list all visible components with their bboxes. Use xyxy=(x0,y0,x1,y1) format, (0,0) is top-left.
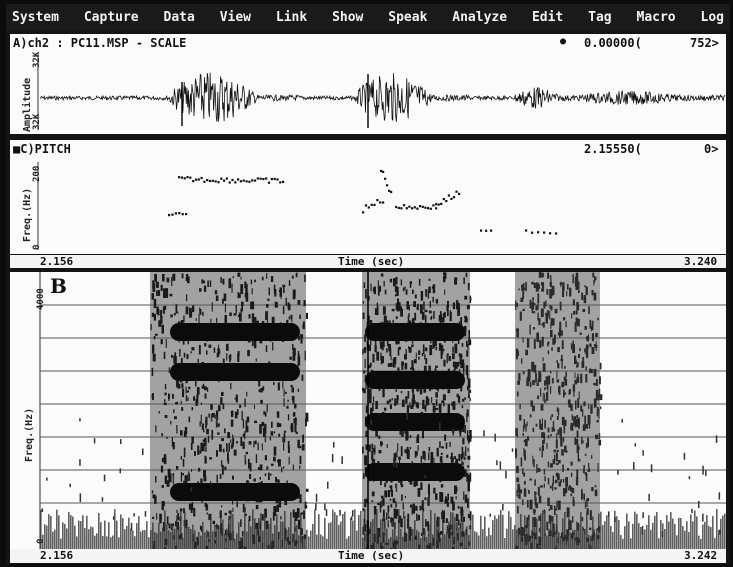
time-axis-upper-end: 3.240 xyxy=(684,255,718,268)
waveform-trace xyxy=(39,72,726,122)
waveform-plot[interactable] xyxy=(10,34,726,134)
time-axis-lower-label: Time (sec) xyxy=(338,549,405,562)
waveform-sample-readout: 752> xyxy=(690,36,719,50)
time-axis-upper-start: 2.156 xyxy=(40,255,74,268)
spectrogram-y-label: Freq.(Hz) xyxy=(24,407,35,462)
spectrogram-panel[interactable]: B Freq.(Hz) 4000 0 xyxy=(10,272,726,549)
waveform-cursor-readout: 0.00000( xyxy=(584,36,642,50)
time-axis-lower-end: 3.242 xyxy=(684,549,718,562)
time-axis-lower-start: 2.156 xyxy=(40,549,74,562)
pitch-value-readout: 0> xyxy=(704,142,719,156)
menu-data[interactable]: Data xyxy=(163,9,195,25)
time-axis-upper: 2.156 Time (sec) 3.240 xyxy=(10,255,726,268)
menu-macro[interactable]: Macro xyxy=(636,9,676,25)
pitch-cursor-readout: 2.15550( xyxy=(584,142,642,156)
spectrogram-y-top-tick: 4000 xyxy=(36,288,46,310)
menu-log[interactable]: Log xyxy=(700,9,724,25)
pitch-y-top-tick: 200 xyxy=(32,165,42,182)
menu-link[interactable]: Link xyxy=(275,9,308,25)
waveform-y-top-tick: 32K xyxy=(32,51,42,68)
spectrogram-plot[interactable] xyxy=(10,272,726,549)
menu-system[interactable]: System xyxy=(12,9,59,25)
time-axis-upper-label: Time (sec) xyxy=(338,255,405,268)
pitch-y-bottom-tick: 0 xyxy=(32,244,42,250)
waveform-title: A)ch2 : PC11.MSP - SCALE xyxy=(13,36,187,50)
pitch-panel[interactable]: ■C)PITCH 2.15550( 0> Freq.(Hz) 200 0 xyxy=(10,140,726,254)
menu-tag[interactable]: Tag xyxy=(588,9,612,25)
pitch-plot[interactable] xyxy=(10,140,726,254)
menu-bar: System Capture Data View Link Show Speak… xyxy=(6,4,730,30)
cursor-marker-icon: ● xyxy=(560,36,567,47)
menu-edit[interactable]: Edit xyxy=(531,9,564,25)
panel-letter-b: B xyxy=(50,274,67,298)
pitch-title: ■C)PITCH xyxy=(13,142,71,156)
spectrogram-y-bottom-tick: 0 xyxy=(36,538,46,544)
menu-show[interactable]: Show xyxy=(332,9,364,25)
menu-analyze[interactable]: Analyze xyxy=(452,9,508,25)
analysis-window: System Capture Data View Link Show Speak… xyxy=(6,4,730,564)
menu-speak[interactable]: Speak xyxy=(388,9,428,25)
waveform-panel[interactable]: A)ch2 : PC11.MSP - SCALE ● 0.00000( 752>… xyxy=(10,34,726,134)
pitch-y-label: Freq.(Hz) xyxy=(22,187,33,242)
waveform-y-bottom-tick: 32K xyxy=(32,113,42,130)
menu-view[interactable]: View xyxy=(219,9,252,25)
menu-capture[interactable]: Capture xyxy=(83,9,139,25)
time-axis-lower: 2.156 Time (sec) 3.242 xyxy=(10,549,726,563)
